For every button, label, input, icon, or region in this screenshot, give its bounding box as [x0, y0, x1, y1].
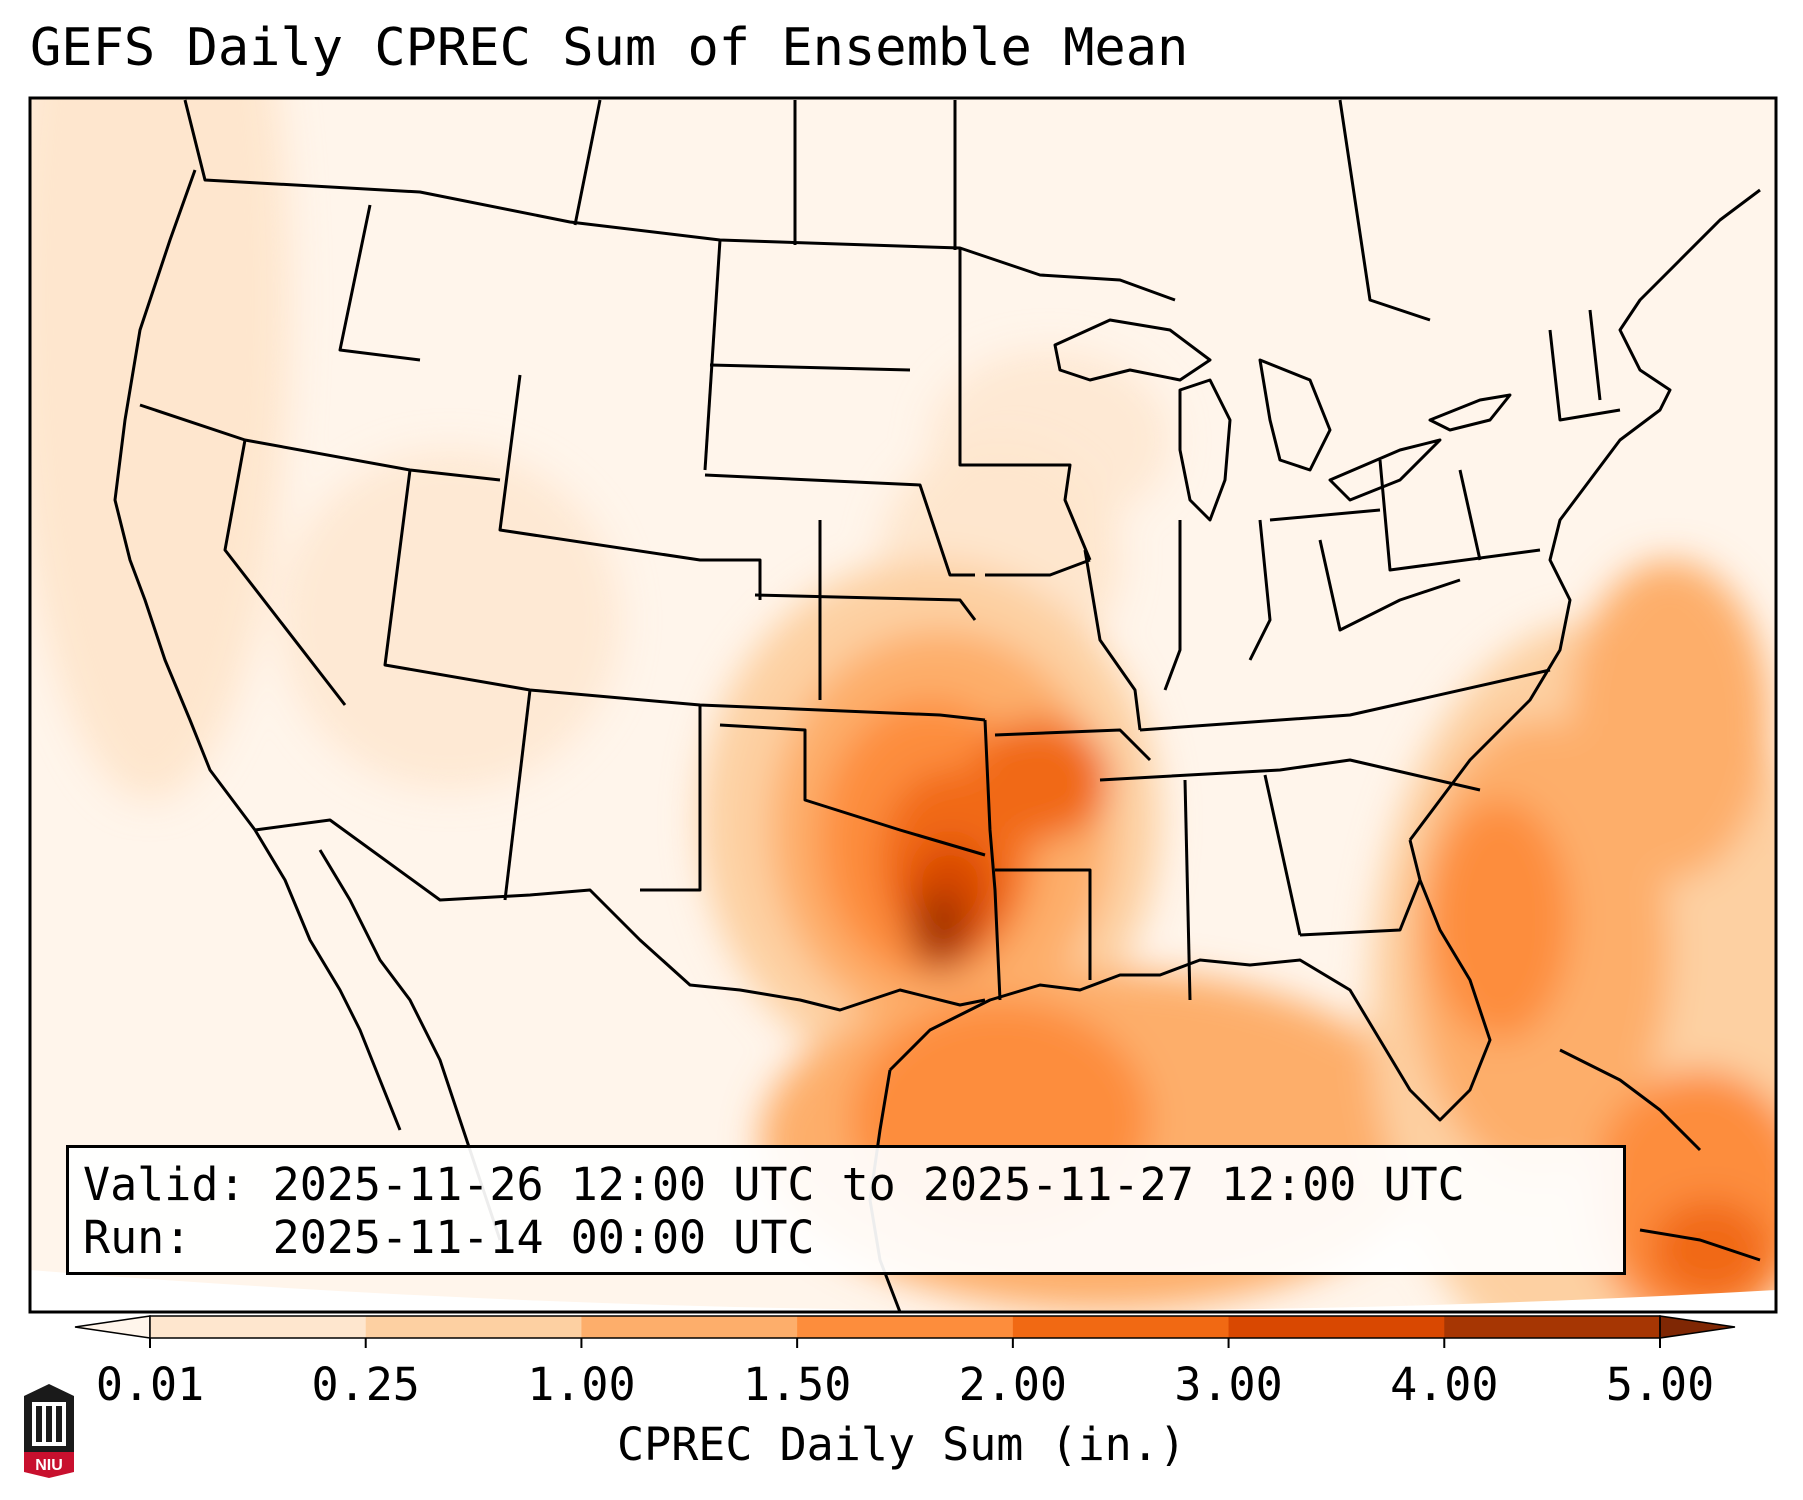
colorbar-tick-label: 0.01	[95, 1358, 205, 1411]
colorbar-extend-high	[1659, 1315, 1736, 1339]
colorbar-bin	[1444, 1316, 1661, 1338]
colorbar-tick-label: 5.00	[1605, 1358, 1715, 1411]
map-area	[30, 98, 1776, 1312]
valid-range: 2025-11-26 12:00 UTC to 2025-11-27 12:00…	[272, 1158, 1465, 1211]
colorbar-tick-label: 4.00	[1390, 1358, 1499, 1411]
colorbar-bin	[797, 1316, 1014, 1338]
colorbar-label: CPREC Daily Sum (in.)	[617, 1418, 1186, 1471]
colorbar-tick-label: 0.25	[311, 1358, 420, 1411]
colorbar	[74, 1315, 1736, 1348]
map-border	[28, 96, 1778, 1314]
colorbar-tick-label: 2.00	[958, 1358, 1068, 1411]
logo-text: NIU	[35, 1457, 63, 1474]
colorbar-bin	[1228, 1316, 1445, 1338]
colorbar-tick-label: 1.00	[527, 1358, 636, 1411]
colorbar-bin	[581, 1316, 798, 1338]
colorbar-bin	[365, 1316, 582, 1338]
run-label: Run:	[83, 1211, 192, 1264]
colorbar-tick-label: 1.50	[742, 1358, 852, 1411]
valid-time-box: Valid: 2025-11-26 12:00 UTC to 2025-11-2…	[66, 1145, 1626, 1275]
precip-field	[30, 98, 1776, 1312]
colorbar-tick-label: 3.00	[1174, 1358, 1283, 1411]
colorbar-outline	[149, 1315, 1661, 1339]
colorbar-bin	[150, 1316, 367, 1338]
map-title: GEFS Daily CPREC Sum of Ensemble Mean	[30, 18, 1189, 78]
niu-logo: NIU	[24, 1384, 74, 1478]
valid-label: Valid:	[83, 1158, 246, 1211]
colorbar-bin	[1012, 1316, 1230, 1338]
run-time: 2025-11-14 00:00 UTC	[272, 1211, 815, 1264]
colorbar-extend-low	[74, 1315, 151, 1339]
